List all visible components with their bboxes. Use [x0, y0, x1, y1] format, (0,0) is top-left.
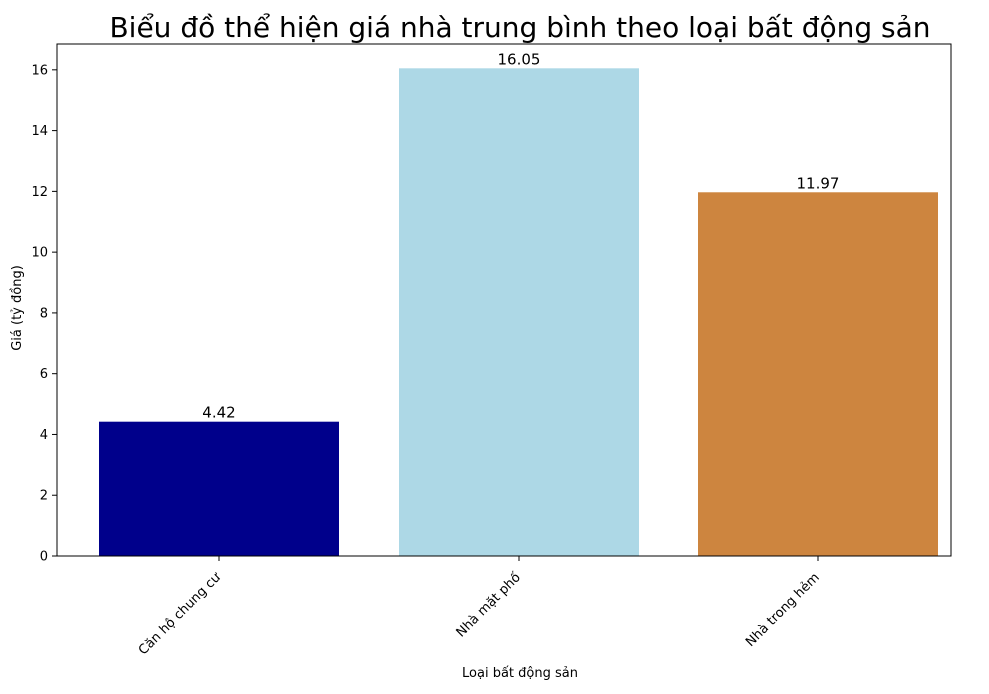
bar-value-label-3: 11.97 [797, 174, 840, 192]
plot-frame [56, 43, 952, 557]
x-tick-label-1: Căn hộ chung cư [136, 570, 224, 658]
y-axis-label: Giá (tỷ đồng) [10, 265, 25, 351]
y-tick-label-7: 12 [31, 185, 48, 200]
bar-1 [99, 421, 339, 556]
y-tick-label-9: 16 [31, 63, 48, 78]
y-tick-label-4: 6 [40, 367, 48, 382]
y-tick-label-5: 8 [40, 306, 48, 321]
y-tick-label-1: 0 [40, 550, 48, 565]
x-tick-label-3: Nhà trong hẻm [743, 570, 823, 650]
y-tick-label-6: 10 [31, 246, 48, 261]
plot-area: 4.42 Căn hộ chung cư 16.05 Nhà mặt phố 11.97… [31, 43, 952, 658]
x-axis-label: Loại bất động sản [462, 666, 578, 681]
x-tick-label-2: Nhà mặt phố [454, 570, 524, 640]
bar-2 [399, 68, 639, 557]
bar-3 [698, 192, 938, 557]
bar-value-label-2: 16.05 [498, 50, 541, 68]
bar-value-label-1: 4.42 [202, 404, 235, 422]
chart-title: Biểu đồ thể hiện giá nhà trung bình theo… [109, 11, 930, 44]
y-tick-label-2: 2 [40, 489, 48, 504]
y-tick-label-3: 4 [40, 428, 48, 443]
y-tick-label-8: 14 [31, 124, 48, 139]
